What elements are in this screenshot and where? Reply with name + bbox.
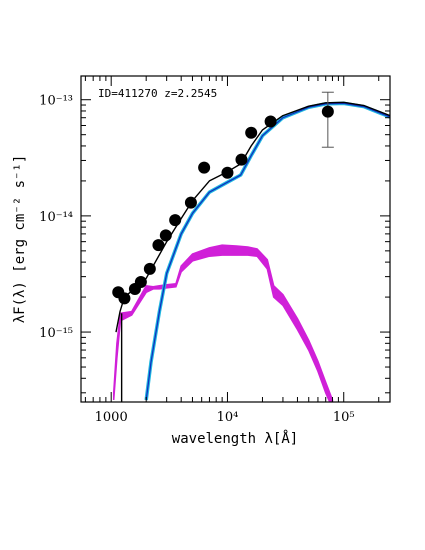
photometry-point bbox=[159, 229, 172, 242]
y-tick-label: 10⁻¹³ bbox=[39, 94, 73, 109]
photometry-point bbox=[134, 275, 147, 288]
agn-model-line bbox=[145, 102, 390, 401]
photometry-point bbox=[184, 196, 197, 209]
y-tick-label: 10⁻¹⁴ bbox=[39, 210, 73, 225]
x-axis-label: wavelength λ[Å] bbox=[172, 430, 298, 447]
photometry-point bbox=[169, 214, 182, 227]
photometry-point bbox=[152, 239, 165, 252]
agn-model-band bbox=[144, 101, 390, 401]
y-axis-label: λF(λ) [erg cm⁻² s⁻¹] bbox=[12, 155, 28, 324]
photometry-point bbox=[221, 166, 234, 179]
source-annotation: ID=411270 z=2.2545 bbox=[98, 87, 217, 100]
y-tick-label: 10⁻¹⁵ bbox=[39, 326, 73, 341]
photometry-point bbox=[264, 115, 277, 128]
x-tick-label: 10⁵ bbox=[333, 410, 355, 425]
x-tick-label: 10⁴ bbox=[217, 410, 239, 425]
photometry-point bbox=[143, 262, 156, 275]
galaxy-model-band bbox=[112, 244, 334, 402]
photometry-point bbox=[198, 161, 211, 174]
photometry-point bbox=[118, 292, 131, 305]
photometry-point bbox=[245, 126, 258, 139]
plot-frame bbox=[80, 75, 391, 403]
x-tick-label: 1000 bbox=[95, 410, 128, 425]
photometry-point bbox=[235, 153, 248, 166]
photometry-point bbox=[321, 105, 334, 118]
